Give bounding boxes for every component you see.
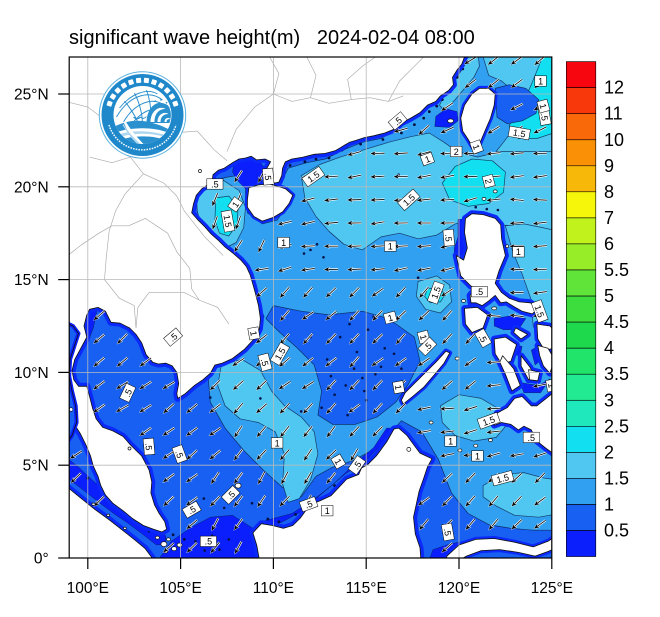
svg-text:5°N: 5°N [23,458,49,475]
svg-text:100°E: 100°E [67,580,109,597]
svg-text:1.5: 1.5 [495,472,510,485]
svg-text:9: 9 [604,156,614,176]
svg-text:2: 2 [454,147,459,157]
svg-text:15°N: 15°N [14,272,49,289]
svg-text:10: 10 [604,130,624,150]
svg-text:.5: .5 [476,287,484,297]
svg-text:1: 1 [388,242,393,252]
svg-text:.5: .5 [303,499,313,511]
svg-text:4: 4 [604,338,614,358]
svg-text:1: 1 [546,382,557,389]
svg-text:1: 1 [604,495,614,515]
svg-text:significant wave height(m) 2: significant wave height(m) 2024-02-04 08… [69,27,475,49]
svg-text:1: 1 [387,313,394,324]
svg-text:1: 1 [325,506,330,516]
svg-text:0°: 0° [34,551,49,568]
svg-text:2: 2 [483,178,494,185]
svg-text:1: 1 [538,76,543,86]
svg-text:2: 2 [604,442,614,462]
svg-text:105°E: 105°E [159,580,201,597]
svg-text:2.5: 2.5 [604,416,629,436]
svg-text:8: 8 [604,182,614,202]
svg-text:.5: .5 [173,449,185,459]
svg-text:0.5: 0.5 [604,521,629,541]
svg-text:10°N: 10°N [14,365,49,382]
svg-text:4.5: 4.5 [604,312,629,332]
svg-text:6: 6 [604,234,614,254]
svg-text:.5: .5 [211,179,219,189]
svg-text:5: 5 [604,286,614,306]
svg-text:1: 1 [471,143,482,151]
svg-text:1: 1 [423,154,431,165]
svg-text:120°E: 120°E [438,580,480,597]
svg-text:.5: .5 [477,333,489,345]
svg-text:11: 11 [604,104,623,124]
svg-text:1: 1 [516,247,521,257]
svg-text:.5: .5 [443,234,454,242]
svg-text:1: 1 [475,451,480,461]
svg-text:.5: .5 [351,459,364,471]
svg-text:115°E: 115°E [346,580,387,597]
svg-text:1: 1 [448,437,453,447]
svg-text:1: 1 [275,438,280,448]
svg-text:.5: .5 [186,504,198,516]
svg-text:12: 12 [604,78,624,98]
svg-text:1: 1 [281,238,286,248]
svg-text:.5: .5 [122,387,134,398]
svg-text:125°E: 125°E [531,580,573,597]
svg-text:1.5: 1.5 [221,214,233,228]
svg-text:.5: .5 [442,528,453,537]
svg-text:.5: .5 [262,172,273,180]
svg-text:1: 1 [538,102,549,109]
svg-text:7: 7 [604,208,614,228]
svg-text:1.5: 1.5 [481,414,496,428]
svg-text:.5: .5 [528,433,536,443]
svg-text:3: 3 [604,390,614,410]
svg-text:5.5: 5.5 [604,260,629,280]
svg-text:110°E: 110°E [253,580,294,597]
svg-text:1: 1 [418,333,429,340]
svg-text:1.5: 1.5 [532,304,546,319]
svg-text:1.5: 1.5 [429,285,443,300]
svg-text:1: 1 [332,457,343,466]
svg-text:25°N: 25°N [14,87,49,104]
svg-text:1: 1 [393,384,404,391]
svg-text:.5: .5 [205,537,213,547]
svg-text:1.5: 1.5 [512,127,526,139]
svg-text:.5: .5 [143,442,154,450]
svg-text:1: 1 [248,330,259,337]
svg-text:1: 1 [230,200,241,210]
svg-text:20°N: 20°N [14,179,49,196]
svg-text:.5: .5 [259,357,271,367]
svg-text:3.5: 3.5 [604,364,629,384]
svg-text:1.5: 1.5 [604,468,629,488]
